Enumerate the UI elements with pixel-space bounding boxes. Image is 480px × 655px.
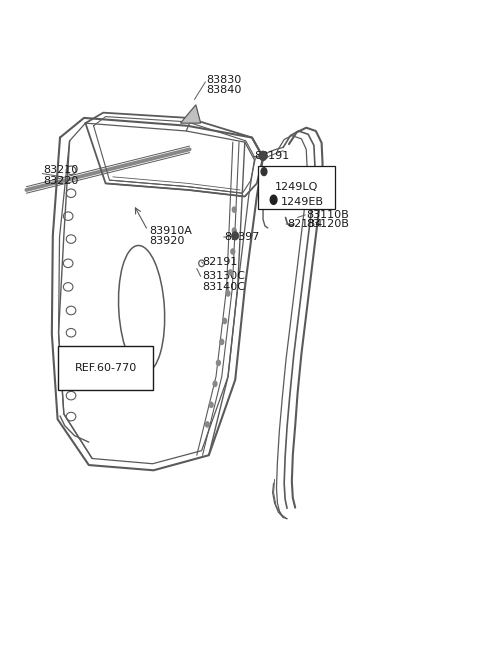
Circle shape (261, 168, 267, 176)
Text: 82134: 82134 (287, 219, 323, 229)
Circle shape (260, 151, 266, 160)
Text: 83140C: 83140C (203, 282, 246, 292)
Circle shape (232, 232, 238, 240)
Text: REF.60-770: REF.60-770 (74, 363, 137, 373)
Text: 83840: 83840 (206, 85, 242, 96)
Text: 83120B: 83120B (306, 219, 349, 229)
Text: 1249LQ: 1249LQ (275, 182, 318, 193)
Text: 83210: 83210 (43, 165, 78, 176)
Circle shape (270, 195, 277, 204)
Circle shape (228, 270, 232, 275)
Text: 83220: 83220 (43, 176, 79, 186)
Text: 83910A: 83910A (149, 225, 192, 236)
Circle shape (232, 207, 236, 212)
Circle shape (213, 381, 217, 386)
Polygon shape (180, 105, 201, 123)
Text: 83397: 83397 (225, 232, 260, 242)
Text: 82191: 82191 (203, 257, 238, 267)
Text: 83110B: 83110B (306, 210, 349, 220)
Text: 83920: 83920 (149, 236, 184, 246)
Circle shape (231, 249, 235, 254)
Circle shape (220, 339, 224, 345)
Circle shape (216, 360, 220, 365)
Text: 1249EB: 1249EB (281, 196, 324, 207)
Circle shape (223, 318, 227, 324)
Circle shape (209, 402, 213, 407)
Text: 83191: 83191 (254, 151, 289, 161)
Text: 83830: 83830 (206, 75, 241, 85)
Text: 83130C: 83130C (203, 271, 245, 282)
Circle shape (232, 228, 236, 233)
Circle shape (205, 422, 209, 427)
Text: 82212B: 82212B (269, 167, 312, 178)
Circle shape (226, 291, 230, 296)
